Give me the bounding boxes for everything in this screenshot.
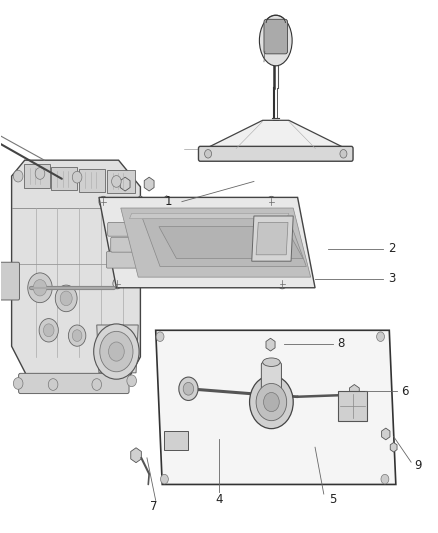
Circle shape [68,325,86,346]
Text: 7: 7 [150,500,157,513]
Circle shape [264,392,279,411]
Text: 6: 6 [401,385,408,398]
Circle shape [381,474,389,484]
Polygon shape [164,431,188,450]
Circle shape [127,375,137,386]
Circle shape [160,474,168,484]
Polygon shape [338,391,367,421]
Polygon shape [12,160,141,389]
Circle shape [72,171,82,183]
Circle shape [109,342,124,361]
FancyBboxPatch shape [106,252,138,268]
Circle shape [377,332,385,342]
Text: 1: 1 [165,195,173,208]
Text: 9: 9 [414,459,421,472]
FancyBboxPatch shape [0,262,19,300]
Polygon shape [120,177,130,191]
FancyBboxPatch shape [198,147,353,161]
Text: 8: 8 [338,337,345,350]
Circle shape [179,377,198,400]
FancyBboxPatch shape [107,169,135,193]
FancyBboxPatch shape [79,168,105,192]
FancyBboxPatch shape [264,19,288,54]
Circle shape [278,278,287,289]
Text: 3: 3 [388,272,395,285]
Polygon shape [135,196,145,209]
Text: 5: 5 [329,493,336,506]
Polygon shape [97,325,138,373]
Polygon shape [143,219,306,266]
Circle shape [156,332,164,342]
FancyBboxPatch shape [24,165,49,188]
Circle shape [28,273,52,303]
Circle shape [13,377,23,389]
Polygon shape [381,428,390,440]
Circle shape [33,280,47,296]
Circle shape [94,324,139,379]
Circle shape [113,278,122,289]
Circle shape [99,196,108,207]
Circle shape [60,291,72,306]
Circle shape [250,375,293,429]
Polygon shape [350,384,359,398]
FancyBboxPatch shape [51,167,77,190]
Polygon shape [162,196,172,209]
FancyBboxPatch shape [261,362,282,399]
Circle shape [13,170,23,182]
Polygon shape [121,208,311,277]
Polygon shape [256,222,288,255]
Circle shape [100,332,133,372]
Polygon shape [155,330,396,484]
FancyBboxPatch shape [108,222,137,236]
FancyBboxPatch shape [111,237,138,252]
Circle shape [55,285,77,312]
Circle shape [39,319,58,342]
FancyBboxPatch shape [18,373,129,393]
Circle shape [256,383,287,421]
Circle shape [92,378,102,390]
Text: 4: 4 [215,493,223,506]
Polygon shape [159,227,303,259]
Circle shape [48,378,58,390]
Polygon shape [144,177,154,191]
Polygon shape [266,338,275,351]
Circle shape [205,150,212,158]
Polygon shape [390,442,397,452]
Circle shape [267,196,276,207]
Polygon shape [131,448,141,463]
Polygon shape [204,120,348,150]
Polygon shape [130,213,289,219]
Circle shape [340,150,347,158]
Circle shape [35,167,45,179]
Ellipse shape [259,15,292,66]
Circle shape [183,382,194,395]
Circle shape [72,330,82,342]
Ellipse shape [263,358,280,367]
Polygon shape [99,197,315,288]
Text: 2: 2 [388,243,395,255]
Circle shape [43,324,54,337]
Circle shape [112,175,121,187]
Polygon shape [252,216,293,261]
